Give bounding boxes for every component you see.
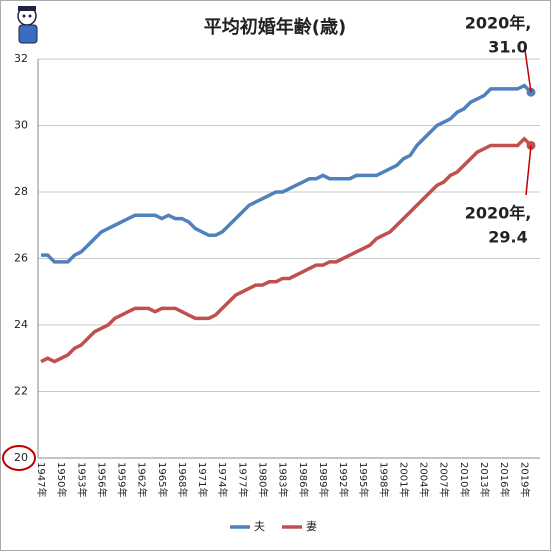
x-tick-label: 2007年 [438,462,451,497]
y-tick-label: 24 [14,318,28,331]
x-tick-label: 1983年 [277,462,290,497]
x-tick-label: 1992年 [337,462,350,497]
line-series [40,136,533,364]
x-tick-label: 1947年 [35,462,48,497]
x-tick-label: 2001年 [397,462,410,497]
x-tick-label: 1986年 [297,462,310,497]
x-tick-label: 2013年 [478,462,491,497]
mascot-icon [17,6,38,44]
x-tick-label: 1971年 [196,462,209,497]
x-tick-label: 1977年 [236,462,249,497]
annotation-text: 2020年, [465,14,532,33]
x-tick-label: 2010年 [458,462,471,497]
x-tick-label: 1953年 [75,462,88,497]
x-tick-label: 1995年 [357,462,370,497]
legend-label: 夫 [254,520,265,533]
highlight-circle [2,445,36,471]
y-tick-label: 30 [14,119,28,132]
y-tick-label: 32 [14,52,28,65]
annotation-arrow [524,49,532,93]
annotation-text: 29.4 [488,228,527,247]
x-tick-label: 1980年 [257,462,270,497]
legend-label: 妻 [306,520,317,533]
line-series [41,83,533,264]
y-tick-label: 26 [14,252,28,265]
x-tick-label: 1956年 [95,462,108,497]
x-tick-label: 2016年 [498,462,511,497]
x-tick-label: 1989年 [317,462,330,497]
x-tick-label: 2019年 [518,462,531,497]
y-tick-label: 20 [14,451,28,464]
y-tick-label: 22 [14,385,28,398]
annotation-arrow [525,145,532,196]
y-tick-label: 28 [14,185,28,198]
annotation-text: 2020年, [465,204,532,223]
chart-title: 平均初婚年齢(歳) [204,16,346,38]
x-tick-label: 2004年 [418,462,431,497]
x-tick-label: 1968年 [176,462,189,497]
x-tick-label: 1962年 [136,462,149,497]
x-tick-label: 1974年 [216,462,229,497]
annotation-text: 31.0 [488,38,527,57]
x-tick-label: 1950年 [55,462,68,497]
x-tick-label: 1998年 [377,462,390,497]
x-tick-label: 1959年 [116,462,129,497]
x-tick-label: 1965年 [156,462,169,497]
